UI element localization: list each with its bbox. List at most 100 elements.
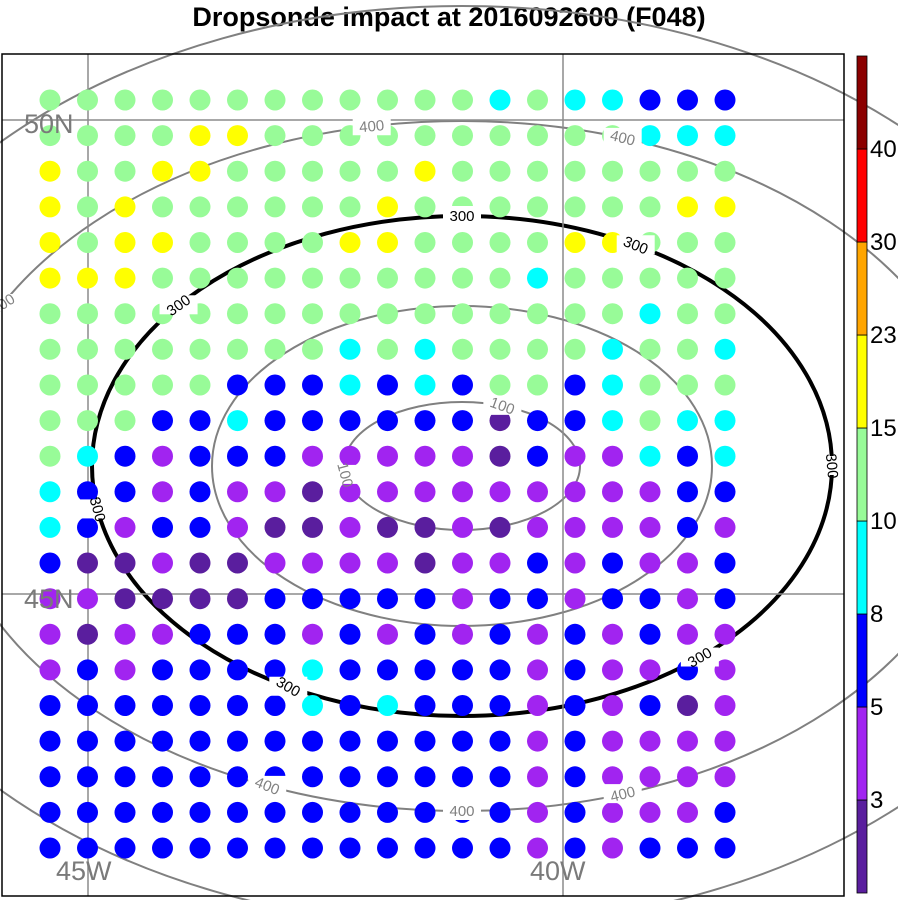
impact-point (489, 766, 511, 788)
impact-point (414, 588, 436, 610)
impact-point (227, 837, 248, 859)
impact-point (677, 196, 698, 218)
impact-point (527, 766, 548, 788)
impact-point (77, 160, 98, 182)
impact-point (564, 766, 586, 788)
impact-point (302, 303, 323, 325)
impact-point (39, 160, 61, 182)
impact-point (114, 801, 136, 823)
impact-point (264, 196, 286, 218)
impact-point (677, 410, 698, 432)
impact-point (114, 374, 136, 396)
impact-point (602, 374, 623, 396)
impact-point (527, 801, 548, 823)
impact-point (189, 232, 211, 253)
impact-point (302, 659, 323, 681)
impact-point (714, 659, 736, 681)
impact-point (152, 588, 173, 610)
impact-point (414, 125, 436, 147)
impact-point (489, 160, 511, 182)
contour-label-400: 400 (449, 803, 474, 820)
impact-point (377, 410, 398, 432)
contour-label-bg (680, 647, 719, 667)
impact-point (264, 125, 286, 147)
impact-point (714, 445, 736, 467)
impact-point (39, 623, 61, 645)
impact-point (602, 659, 623, 681)
impact-point (339, 374, 361, 396)
impact-point (227, 623, 248, 645)
impact-point (227, 410, 248, 432)
impact-point (414, 695, 436, 716)
impact-point (377, 837, 398, 859)
impact-point (377, 659, 398, 681)
impact-point (77, 837, 98, 859)
impact-point (602, 338, 623, 360)
impact-point (77, 338, 98, 360)
impact-point (414, 410, 436, 432)
impact-point (414, 516, 436, 538)
impact-point (114, 516, 136, 538)
contour-label-400: 400 (609, 783, 637, 806)
impact-point (114, 481, 136, 503)
impact-point (564, 695, 586, 716)
impact-point (452, 659, 473, 681)
impact-point (227, 267, 248, 289)
impact-point (39, 445, 61, 467)
impact-point (527, 516, 548, 538)
impact-point (377, 516, 398, 538)
impact-point (39, 837, 61, 859)
impact-point (714, 837, 736, 859)
impact-point (189, 659, 211, 681)
impact-point (77, 730, 98, 752)
impact-point (677, 160, 698, 182)
impact-point (377, 232, 398, 253)
impact-point (302, 552, 323, 574)
impact-point (114, 766, 136, 788)
impact-point (377, 481, 398, 503)
impact-point (152, 125, 173, 147)
impact-point (527, 410, 548, 432)
impact-point (77, 232, 98, 253)
impact-point (227, 481, 248, 503)
impact-point (39, 659, 61, 681)
impact-point (414, 481, 436, 503)
impact-point (489, 552, 511, 574)
contour-label-bg (813, 456, 851, 475)
colorbar-bin (856, 427, 868, 522)
impact-point (77, 552, 98, 574)
impact-point (639, 338, 661, 360)
impact-point (527, 125, 548, 147)
contour-label-bg (603, 784, 642, 804)
impact-point (489, 837, 511, 859)
impact-point (152, 89, 173, 111)
colorbar-tick-label: 15 (870, 415, 897, 442)
impact-point (227, 374, 248, 396)
impact-point (302, 801, 323, 823)
impact-point (377, 89, 398, 111)
impact-point (189, 801, 211, 823)
impact-point (489, 481, 511, 503)
impact-point (527, 89, 548, 111)
impact-point (39, 267, 61, 289)
impact-point (264, 338, 286, 360)
impact-point (302, 374, 323, 396)
impact-point (227, 695, 248, 716)
impact-point (714, 766, 736, 788)
impact-point (264, 588, 286, 610)
impact-point (227, 232, 248, 253)
impact-point (564, 730, 586, 752)
impact-point (189, 374, 211, 396)
colorbar-bin (856, 241, 868, 336)
impact-point (77, 89, 98, 111)
impact-point (189, 267, 211, 289)
impact-point (152, 837, 173, 859)
impact-point (114, 89, 136, 111)
impact-point (77, 516, 98, 538)
impact-point (602, 410, 623, 432)
impact-point (227, 730, 248, 752)
colorbar-tick-label: 8 (870, 601, 883, 628)
impact-point (489, 730, 511, 752)
impact-point (114, 267, 136, 289)
impact-point (602, 303, 623, 325)
